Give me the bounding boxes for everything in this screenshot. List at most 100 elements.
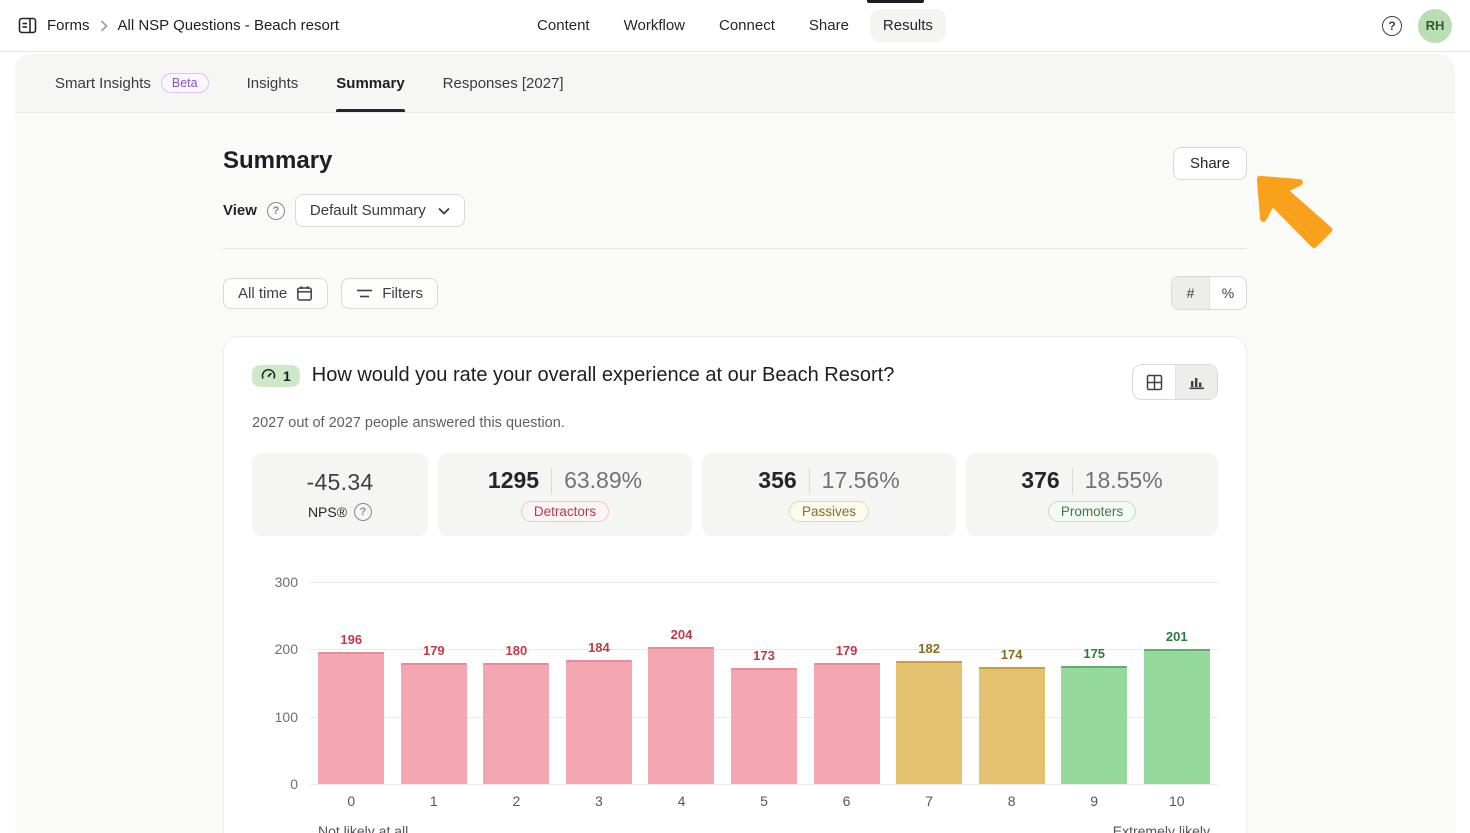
nps-help-icon[interactable]: ? [354, 502, 373, 521]
bar-slot-6: 179 [805, 582, 888, 784]
bar-slot-1: 179 [393, 582, 476, 784]
bar-value-1: 179 [422, 643, 445, 659]
chevron-right-icon [100, 19, 108, 32]
gridline-300 [310, 582, 1218, 583]
detractors-count: 1295 [487, 467, 540, 493]
y-tick-200: 200 [274, 641, 298, 658]
bar-slot-3: 184 [558, 582, 641, 784]
bar-value-9: 175 [1083, 646, 1106, 662]
bar-value-4: 204 [670, 626, 693, 642]
nav-item-content[interactable]: Content [537, 17, 590, 34]
chart-view-button[interactable] [1175, 365, 1217, 399]
time-filter-label: All time [238, 284, 288, 302]
count-percent-toggle: # % [1171, 276, 1247, 310]
question-number: 1 [283, 367, 291, 384]
top-nav: Content Workflow Connect Share Results [524, 9, 946, 42]
results-tab-bar: Smart Insights Beta Insights Summary Res… [15, 54, 1455, 113]
page-title: Summary [223, 147, 333, 174]
bar-8 [978, 666, 1045, 784]
bar-0 [318, 652, 385, 784]
bars-row: 196 179 180 184 204 173 179 182 174 175 201 [310, 582, 1218, 784]
y-tick-100: 100 [274, 708, 298, 725]
toggle-count[interactable]: # [1172, 277, 1209, 309]
bar-4 [648, 646, 715, 784]
section-divider [223, 248, 1247, 249]
bar-chart-icon [1189, 378, 1204, 390]
nps-gauge-icon [261, 369, 276, 379]
bar-value-8: 174 [1000, 646, 1023, 662]
bar-slot-0: 196 [310, 582, 393, 784]
chart-x-categories: 0 1 2 3 4 5 6 7 8 9 10 [310, 793, 1218, 809]
nav-item-share[interactable]: Share [808, 17, 849, 34]
nav-item-results[interactable]: Results [869, 9, 946, 42]
bar-slot-7: 182 [888, 582, 971, 784]
time-filter-button[interactable]: All time [223, 277, 329, 309]
x-tick-3: 3 [595, 793, 603, 809]
tab-responses[interactable]: Responses [2027] [443, 54, 564, 112]
bar-slot-9: 175 [1053, 582, 1136, 784]
bar-value-0: 196 [340, 632, 363, 648]
x-tick-5: 5 [760, 793, 768, 809]
toggle-percent[interactable]: % [1209, 277, 1246, 309]
passives-count: 356 [758, 467, 797, 493]
passives-pill: Passives [788, 501, 870, 522]
tab-smart-insights-label: Smart Insights [55, 74, 151, 92]
nps-stat-box: -45.34 NPS® ? [252, 453, 428, 536]
question-title: How would you rate your overall experien… [311, 364, 895, 386]
view-dropdown[interactable]: Default Summary [294, 194, 465, 227]
promoters-stat-box: 376 18.55% Promoters [966, 453, 1218, 536]
calendar-icon [297, 285, 313, 301]
passives-percent: 17.56% [821, 467, 900, 493]
filters-label: Filters [382, 284, 424, 302]
x-tick-10: 10 [1168, 793, 1185, 809]
top-bar-right: ? RH [1382, 8, 1452, 43]
promoters-percent: 18.55% [1084, 467, 1163, 493]
bar-value-10: 201 [1165, 628, 1188, 644]
bar-slot-8: 174 [970, 582, 1053, 784]
table-view-button[interactable] [1133, 365, 1175, 399]
table-icon [1146, 374, 1162, 390]
results-panel: Smart Insights Beta Insights Summary Res… [15, 54, 1455, 833]
help-icon[interactable]: ? [1382, 15, 1402, 36]
x-tick-6: 6 [842, 793, 851, 809]
nav-item-connect[interactable]: Connect [719, 17, 775, 34]
y-tick-0: 0 [290, 776, 298, 792]
breadcrumb-forms-link[interactable]: Forms [47, 17, 90, 34]
bar-value-2: 180 [505, 642, 528, 658]
nps-label: NPS® [307, 503, 348, 520]
y-tick-300: 300 [274, 574, 298, 590]
bar-slot-2: 180 [475, 582, 558, 784]
x-tick-9: 9 [1090, 793, 1099, 809]
x-axis-label-right: Extremely likely [1112, 823, 1210, 833]
breadcrumb-form-title[interactable]: All NSP Questions - Beach resort [117, 17, 339, 34]
bar-slot-4: 204 [640, 582, 723, 784]
gridline-0 [310, 784, 1218, 785]
x-tick-1: 1 [429, 793, 438, 809]
x-axis-label-left: Not likely at all [318, 823, 409, 833]
answered-count-text: 2027 out of 2027 people answered this qu… [252, 415, 565, 431]
nav-item-workflow[interactable]: Workflow [623, 17, 686, 34]
top-bar: Forms All NSP Questions - Beach resort C… [0, 0, 1470, 52]
nps-distribution-chart: 0 100 200 300 196 179 180 184 204 173 179 182 174 175… [252, 548, 1218, 833]
breadcrumb: Forms All NSP Questions - Beach resort [18, 16, 339, 35]
tab-insights-label: Insights [246, 74, 299, 92]
chart-plot: 0 100 200 300 196 179 180 184 204 173 179 182 174 175… [275, 574, 1218, 792]
filters-button[interactable]: Filters [341, 277, 439, 309]
tab-smart-insights[interactable]: Smart Insights Beta [55, 54, 209, 112]
bar-value-5: 173 [753, 647, 775, 663]
forms-logo-icon[interactable] [18, 16, 37, 35]
avatar[interactable]: RH [1418, 8, 1452, 43]
view-help-icon[interactable]: ? [266, 201, 285, 220]
tab-insights[interactable]: Insights [247, 54, 299, 112]
x-tick-0: 0 [347, 793, 356, 809]
tab-summary-label: Summary [336, 74, 405, 92]
x-tick-2: 2 [512, 793, 521, 809]
view-label: View [223, 202, 257, 219]
bar-6 [813, 663, 880, 784]
share-button[interactable]: Share [1172, 147, 1247, 180]
bar-slot-5: 173 [723, 582, 806, 784]
bar-3 [565, 660, 632, 784]
tab-summary[interactable]: Summary [336, 54, 406, 112]
x-tick-4: 4 [677, 793, 686, 809]
x-tick-8: 8 [1007, 793, 1016, 809]
